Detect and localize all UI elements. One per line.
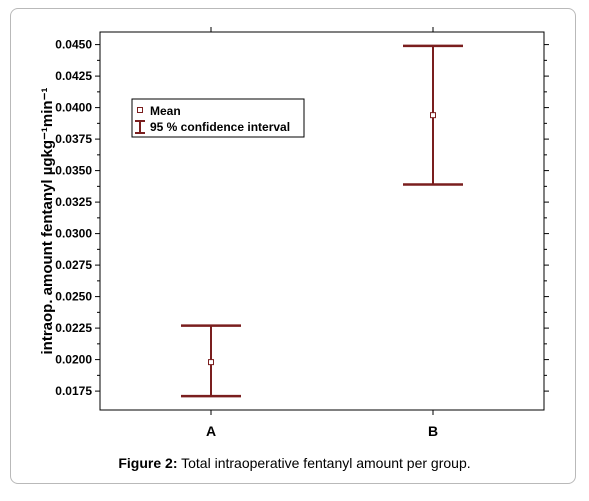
y-tick-label: 0.0400 — [55, 101, 92, 115]
y-tick-label: 0.0350 — [55, 164, 92, 178]
y-axis-label: intraop. amount fentanyl µgkg⁻¹min⁻¹ — [39, 88, 56, 355]
y-tick-label: 0.0175 — [55, 384, 92, 398]
y-tick-label: 0.0200 — [55, 353, 92, 367]
mean-marker — [430, 112, 436, 119]
legend-mean-marker — [137, 107, 143, 113]
mean-marker — [208, 359, 214, 366]
legend-ci-label: 95 % confidence interval — [150, 120, 290, 134]
caption-label: Figure 2: — [118, 455, 178, 471]
plot-area — [99, 31, 545, 411]
caption-text: Total intraoperative fentanyl amount per… — [177, 455, 471, 471]
y-tick-label: 0.0450 — [55, 38, 92, 52]
x-tick-label: A — [206, 423, 216, 439]
legend-mean-label: Mean — [150, 104, 181, 118]
y-tick-label: 0.0325 — [55, 195, 92, 209]
figure-caption: Figure 2: Total intraoperative fentanyl … — [0, 455, 589, 471]
y-tick-label: 0.0225 — [55, 321, 92, 335]
y-tick-label: 0.0425 — [55, 69, 92, 83]
x-tick-label: B — [428, 423, 438, 439]
y-tick-label: 0.0375 — [55, 132, 92, 146]
y-tick-label: 0.0250 — [55, 290, 92, 304]
y-tick-label: 0.0275 — [55, 258, 92, 272]
legend: Mean 95 % confidence interval — [131, 98, 305, 138]
y-tick-label: 0.0300 — [55, 227, 92, 241]
legend-box — [131, 98, 305, 138]
error-bars — [181, 44, 463, 398]
y-axis: 0.0175 0.0200 0.0225 0.0250 0.0275 0.0300 0.03… — [55, 38, 549, 398]
